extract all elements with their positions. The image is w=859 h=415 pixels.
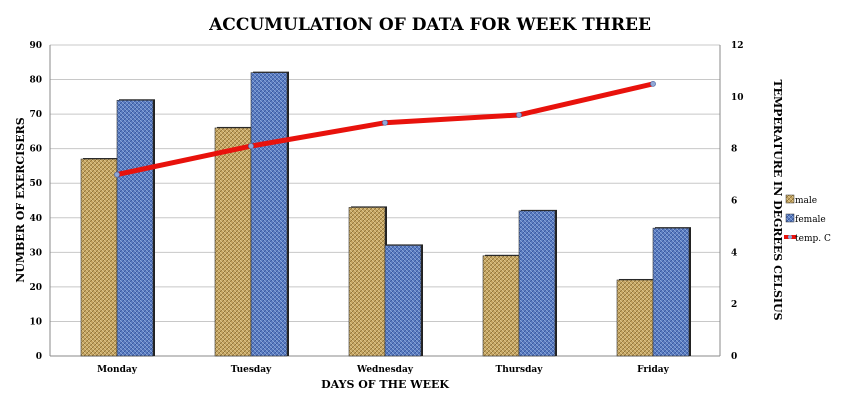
- legend-marker: [788, 235, 792, 239]
- bar-male: [482, 255, 520, 357]
- legend-label: male: [795, 196, 817, 206]
- legend: male female temp. C: [784, 194, 831, 244]
- bar-female: [518, 210, 556, 357]
- y-tick-label: 0: [36, 352, 42, 362]
- legend-swatch: [785, 213, 795, 223]
- y2-tick-label: 2: [731, 300, 737, 310]
- x-tick-label: Wednesday: [356, 365, 414, 375]
- bars-layer: [80, 71, 691, 357]
- y-ticks: 0 10 20 30 40 50 60 70 80 90: [29, 41, 42, 362]
- bar-female: [250, 72, 288, 357]
- y-axis-title: NUMBER OF EXERCISERS: [14, 117, 27, 283]
- legend-label: female: [795, 215, 826, 225]
- x-tick-label: Tuesday: [231, 365, 272, 375]
- bar-female: [652, 227, 690, 357]
- line-point: [114, 171, 120, 178]
- y2-tick-label: 12: [731, 41, 744, 51]
- x-tick-label: Friday: [637, 365, 670, 375]
- bar-male: [616, 279, 654, 357]
- y2-axis-title: TEMPERATURE IN DEGREES CELSIUS: [771, 79, 784, 320]
- bar-female: [116, 99, 154, 357]
- line-temp: [114, 81, 656, 178]
- bar-male: [214, 127, 252, 357]
- y-tick-label: 80: [29, 76, 42, 86]
- y-tick-label: 10: [29, 317, 42, 327]
- x-tick-label: Monday: [97, 365, 138, 375]
- x-axis-title: DAYS OF THE WEEK: [321, 378, 449, 391]
- y-tick-label: 50: [29, 179, 42, 189]
- x-labels: Monday Tuesday Wednesday Thursday Friday: [97, 365, 670, 375]
- bar-male: [348, 207, 386, 357]
- x-tick-label: Thursday: [496, 365, 544, 375]
- line-point: [516, 112, 522, 118]
- line-point: [382, 119, 388, 126]
- y-tick-label: 90: [29, 41, 42, 51]
- y2-ticks: 0 2 4 6 8 10 12: [731, 41, 744, 362]
- y-tick-label: 30: [29, 248, 42, 258]
- y-tick-label: 40: [29, 214, 42, 224]
- y2-tick-label: 6: [731, 197, 737, 207]
- y2-tick-label: 0: [731, 352, 737, 362]
- bar-female: [384, 245, 422, 357]
- legend-label: temp. C: [795, 234, 831, 244]
- y-tick-label: 20: [29, 283, 42, 293]
- line-layer: [114, 80, 656, 178]
- y-tick-label: 60: [29, 145, 42, 155]
- y2-tick-label: 4: [731, 248, 737, 258]
- y2-tick-label: 10: [731, 93, 744, 103]
- line-point: [248, 143, 254, 149]
- line-point: [650, 80, 656, 87]
- bar-male: [80, 158, 118, 357]
- chart-title: ACCUMULATION OF DATA FOR WEEK THREE: [208, 15, 651, 35]
- legend-swatch: [785, 194, 795, 204]
- y2-tick-label: 8: [731, 145, 737, 155]
- y-tick-label: 70: [29, 110, 42, 120]
